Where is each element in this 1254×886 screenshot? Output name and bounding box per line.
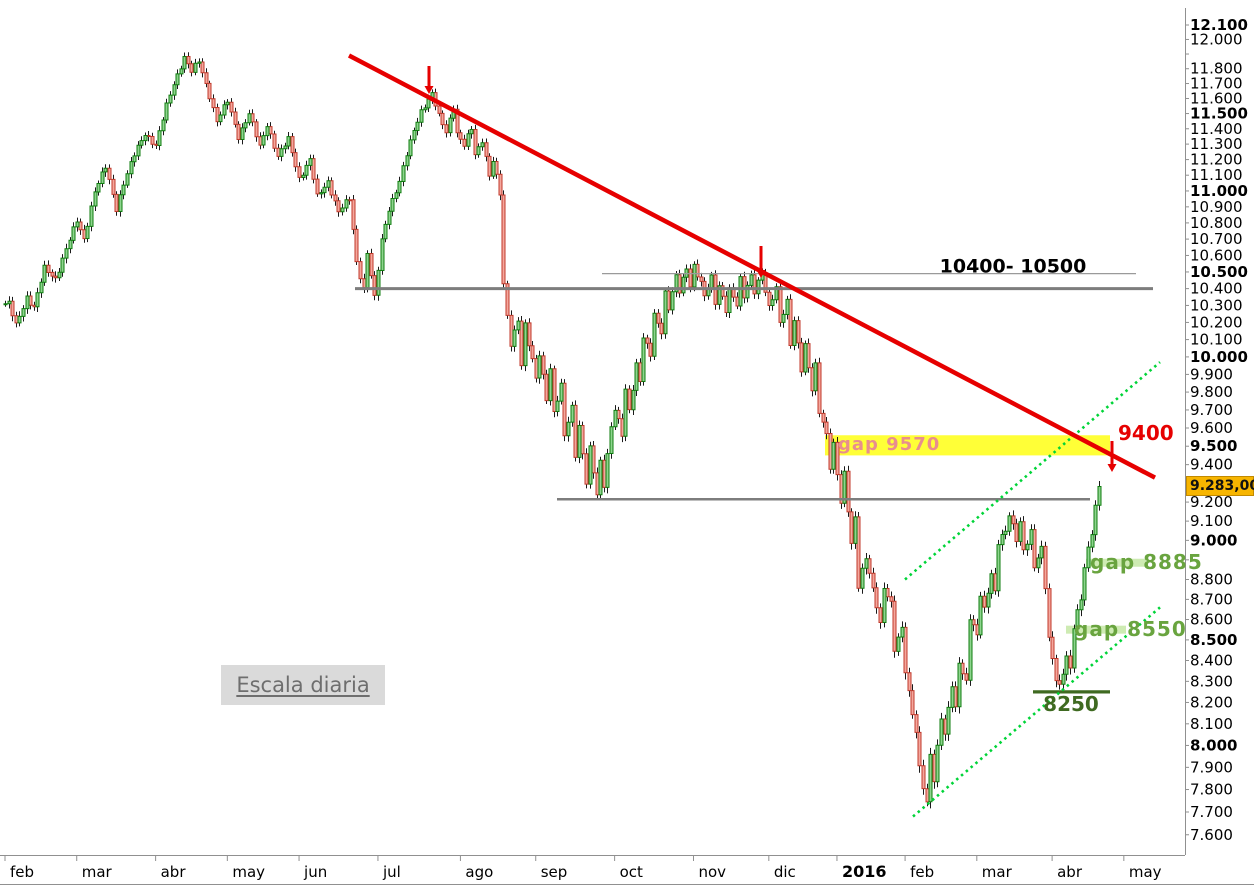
- svg-text:8.000: 8.000: [1190, 736, 1237, 754]
- svg-text:8.800: 8.800: [1190, 570, 1233, 588]
- svg-text:10.700: 10.700: [1190, 230, 1243, 248]
- svg-text:11.200: 11.200: [1190, 151, 1243, 169]
- svg-text:8.300: 8.300: [1190, 672, 1233, 690]
- svg-text:11.100: 11.100: [1190, 166, 1243, 184]
- svg-text:11.300: 11.300: [1190, 135, 1243, 153]
- svg-text:sep: sep: [541, 863, 568, 881]
- support-8250-label: 8250: [1043, 692, 1099, 716]
- svg-text:11.700: 11.700: [1190, 75, 1243, 93]
- svg-text:12.100: 12.100: [1190, 16, 1248, 34]
- svg-text:10.900: 10.900: [1190, 198, 1243, 216]
- timeframe-note-box: Escala diaria: [221, 665, 385, 705]
- svg-text:nov: nov: [699, 863, 727, 881]
- trend-and-level-lines-layer: [347, 53, 1161, 818]
- level-9400-label: 9400: [1118, 421, 1174, 445]
- gap-9570-label: gap 9570: [838, 434, 941, 455]
- svg-text:ago: ago: [465, 863, 493, 881]
- time-axis[interactable]: feb mar abr may jun jul ago sep oct nov dic 2016 feb…: [0, 855, 1254, 885]
- svg-text:9.200: 9.200: [1190, 493, 1233, 511]
- svg-text:8.700: 8.700: [1190, 590, 1233, 608]
- svg-text:10.400: 10.400: [1190, 280, 1243, 298]
- svg-text:11.600: 11.600: [1190, 89, 1243, 107]
- svg-text:11.400: 11.400: [1190, 120, 1243, 138]
- gap-zones-layer: [825, 435, 1146, 634]
- gap-8550-label: gap 8550: [1074, 617, 1187, 641]
- svg-text:11.500: 11.500: [1190, 105, 1248, 123]
- svg-text:9.600: 9.600: [1190, 419, 1233, 437]
- svg-text:oct: oct: [620, 863, 643, 881]
- svg-text:dic: dic: [774, 863, 796, 881]
- svg-text:11.800: 11.800: [1190, 60, 1243, 78]
- svg-text:7.700: 7.700: [1190, 803, 1233, 821]
- signal-arrows-layer: [424, 66, 1117, 472]
- svg-text:10.200: 10.200: [1190, 313, 1243, 331]
- svg-text:10.100: 10.100: [1190, 331, 1243, 349]
- candles-layer: [3, 52, 1102, 809]
- svg-text:7.900: 7.900: [1190, 758, 1233, 776]
- svg-text:may: may: [232, 863, 265, 881]
- timeframe-note-label: Escala diaria: [236, 672, 370, 697]
- svg-text:7.600: 7.600: [1190, 826, 1233, 844]
- svg-text:9.400: 9.400: [1190, 456, 1233, 474]
- svg-text:10.000: 10.000: [1190, 348, 1248, 366]
- svg-text:10.300: 10.300: [1190, 296, 1243, 314]
- svg-text:9.500: 9.500: [1190, 437, 1237, 455]
- svg-text:abr: abr: [1057, 863, 1083, 881]
- svg-text:feb: feb: [10, 863, 34, 881]
- svg-text:10.600: 10.600: [1190, 246, 1243, 264]
- svg-text:12.000: 12.000: [1190, 30, 1243, 48]
- svg-text:8.600: 8.600: [1190, 611, 1233, 629]
- svg-text:abr: abr: [161, 863, 187, 881]
- svg-text:may: may: [1129, 863, 1162, 881]
- svg-text:mar: mar: [982, 863, 1013, 881]
- svg-text:10.800: 10.800: [1190, 214, 1243, 232]
- svg-text:9.000: 9.000: [1190, 531, 1237, 549]
- svg-text:8.500: 8.500: [1190, 631, 1237, 649]
- svg-text:10.500: 10.500: [1190, 263, 1248, 281]
- svg-text:9.700: 9.700: [1190, 401, 1233, 419]
- svg-text:9.800: 9.800: [1190, 383, 1233, 401]
- svg-text:8.400: 8.400: [1190, 651, 1233, 669]
- gap-8885-label: gap 8885: [1090, 550, 1203, 574]
- svg-text:11.000: 11.000: [1190, 182, 1248, 200]
- svg-text:7.800: 7.800: [1190, 781, 1233, 799]
- last-price-tag: 9.283,00: [1186, 476, 1254, 497]
- svg-text:2016: 2016: [842, 862, 887, 881]
- resistance-zone-label: 10400- 10500: [939, 255, 1087, 278]
- svg-text:8.200: 8.200: [1190, 693, 1233, 711]
- svg-text:mar: mar: [82, 863, 113, 881]
- svg-text:jul: jul: [382, 863, 401, 881]
- svg-text:9.100: 9.100: [1190, 512, 1233, 530]
- svg-text:8.100: 8.100: [1190, 715, 1233, 733]
- svg-text:jun: jun: [303, 863, 327, 881]
- svg-text:9.900: 9.900: [1190, 365, 1233, 383]
- svg-text:feb: feb: [910, 863, 934, 881]
